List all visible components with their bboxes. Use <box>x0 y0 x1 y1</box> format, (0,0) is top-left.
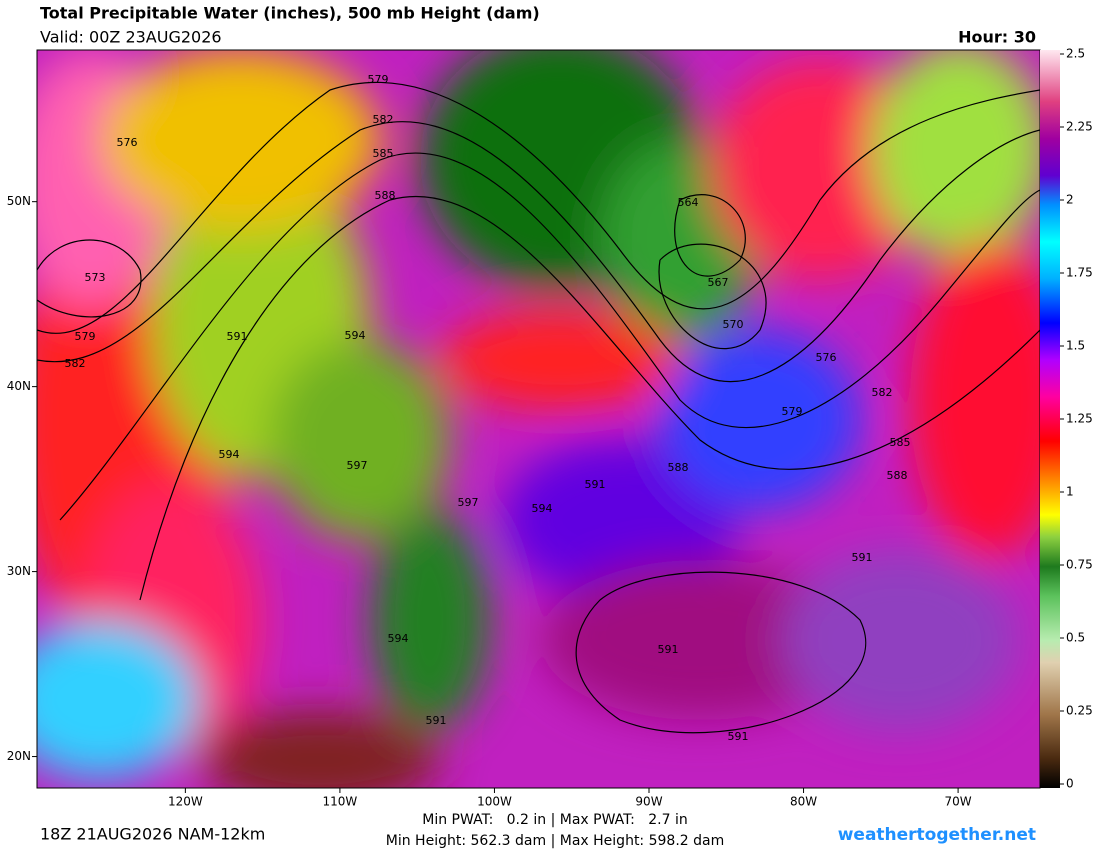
contour-label: 588 <box>375 189 396 202</box>
colorbar-tick-label: 1.25 <box>1066 412 1093 426</box>
lon-tick-label: 80W <box>790 795 817 809</box>
model-run: 18Z 21AUG2026 NAM-12km <box>40 825 265 844</box>
contour-label: 588 <box>668 461 689 474</box>
valid-time: Valid: 00Z 23AUG2026 <box>40 28 222 47</box>
contour-label: 591 <box>852 551 873 564</box>
colorbar-tick-label: 2 <box>1066 193 1074 207</box>
contour-label: 591 <box>227 330 248 343</box>
contour-label: 564 <box>678 196 699 209</box>
lat-tick-label: 20N <box>7 749 31 763</box>
contour-label: 597 <box>347 459 368 472</box>
pwat-range: Min PWAT: 0.2 in | Max PWAT: 2.7 in <box>422 812 687 828</box>
lon-tick-label: 70W <box>945 795 972 809</box>
contour-label: 582 <box>373 113 394 126</box>
contour-label: 594 <box>388 632 409 645</box>
contour-label: 570 <box>723 318 744 331</box>
contour-label: 582 <box>65 357 86 370</box>
contour-label: 585 <box>373 147 394 160</box>
colorbar <box>1040 50 1060 788</box>
contour-label: 579 <box>782 405 803 418</box>
colorbar-tick-label: 0.25 <box>1066 704 1093 718</box>
contour-label: 567 <box>708 276 729 289</box>
colorbar-tick-label: 2.25 <box>1066 120 1093 134</box>
contour-label: 588 <box>887 469 908 482</box>
contour-label: 591 <box>658 643 679 656</box>
colorbar-tick-label: 0.5 <box>1066 631 1085 645</box>
contour-label: 582 <box>872 386 893 399</box>
colorbar-tick-label: 2.5 <box>1066 47 1085 61</box>
contour-label: 594 <box>345 329 366 342</box>
contour-label: 591 <box>728 730 749 743</box>
colorbar-tick-label: 1 <box>1066 485 1074 499</box>
lon-tick-label: 90W <box>635 795 662 809</box>
height-contours <box>37 81 1040 734</box>
lon-tick-label: 120W <box>168 795 203 809</box>
contour-label: 573 <box>85 271 106 284</box>
lat-tick-label: 30N <box>7 564 31 578</box>
colorbar-tick-label: 0 <box>1066 777 1074 791</box>
colorbar-tick-label: 1.75 <box>1066 266 1093 280</box>
contour-label: 579 <box>368 73 389 86</box>
contour-label: 585 <box>890 436 911 449</box>
contour-label: 576 <box>816 351 837 364</box>
contour-label: 576 <box>117 136 138 149</box>
title: Total Precipitable Water (inches), 500 m… <box>40 4 540 23</box>
lon-tick-label: 100W <box>477 795 512 809</box>
colorbar-tick-label: 0.75 <box>1066 558 1093 572</box>
lat-tick-label: 40N <box>7 379 31 393</box>
lon-tick-label: 110W <box>323 795 358 809</box>
lat-tick-label: 50N <box>7 194 31 208</box>
contour-label: 591 <box>426 714 447 727</box>
contour-label: 594 <box>532 502 553 515</box>
colorbar-tick-label: 1.5 <box>1066 339 1085 353</box>
site-name: weathertogether.net <box>838 825 1036 845</box>
map-field <box>37 50 1040 788</box>
contour-label: 591 <box>585 478 606 491</box>
contour-label: 579 <box>75 330 96 343</box>
contour-label: 597 <box>458 496 479 509</box>
height-range: Min Height: 562.3 dam | Max Height: 598.… <box>386 833 724 849</box>
forecast-hour: Hour: 30 <box>958 28 1036 47</box>
contour-label: 594 <box>219 448 240 461</box>
